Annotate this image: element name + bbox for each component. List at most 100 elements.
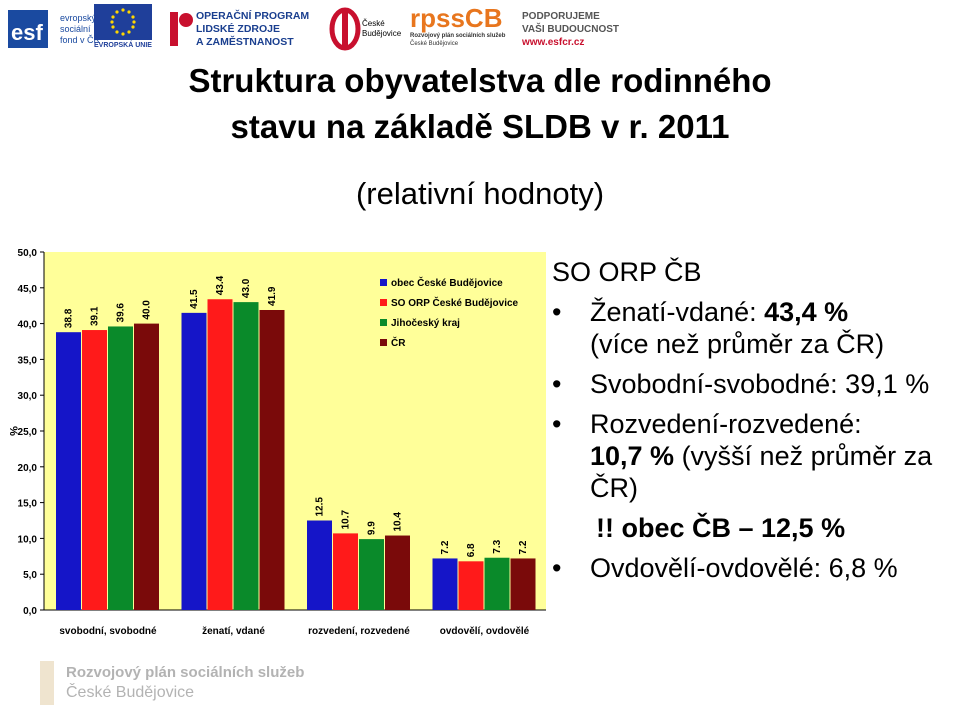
legend-swatch	[380, 319, 387, 326]
bullet-dot-icon: •	[552, 369, 562, 399]
bar	[82, 330, 107, 610]
cb-crest-icon	[329, 7, 361, 51]
support-line-2: VAŠI BUDOUCNOST	[522, 23, 620, 35]
bullet-single: • Svobodní-svobodné: 39,1 %	[552, 368, 960, 400]
chart-svg: 0,0 5,0 10,0 15,0 20,0 25,0 30,0 35,0 40,0 45,0 50…	[7, 248, 546, 637]
data-label: 12.5	[315, 497, 326, 517]
data-label: 41.9	[267, 286, 278, 306]
bullet-married-value: 43,4 %	[764, 297, 849, 327]
bar-chart: 0,0 5,0 10,0 15,0 20,0 25,0 30,0 35,0 40,0 45,0 50…	[0, 240, 552, 650]
x-category-label: rozvedení, rozvedené	[308, 626, 410, 637]
data-label: 43.4	[215, 275, 226, 295]
legend-swatch	[380, 279, 387, 286]
summary-heading: SO ORP ČB	[552, 257, 702, 287]
data-label: 10.7	[341, 509, 352, 529]
y-tick-label: 20,0	[18, 463, 38, 474]
bullet-widowed-text: Ovdovělí-ovdovělé: 6,8 %	[590, 553, 898, 583]
city-divorced-note: !! obec ČB – 12,5 %	[596, 513, 846, 543]
data-label: 6.8	[466, 543, 477, 557]
y-tick-label: 25,0	[18, 427, 38, 438]
y-tick-label: 50,0	[18, 248, 38, 259]
y-axis-label: %	[7, 426, 19, 436]
esf-line-1: evropský	[60, 12, 97, 23]
x-category-label: ovdovělí, ovdovělé	[440, 626, 530, 637]
legend-swatch	[380, 339, 387, 346]
legend-swatch	[380, 299, 387, 306]
rpss-line-2: Rozvojový plán sociálních služeb	[410, 33, 506, 39]
bullet-dot-icon: •	[552, 297, 562, 327]
data-label: 40.0	[142, 300, 153, 320]
footer-line-1: Rozvojový plán sociálních služeb	[66, 664, 305, 681]
rpss-wordmark: rpssCB	[410, 3, 503, 33]
rpss-logo: rpssCB Rozvojový plán sociálních služeb …	[410, 4, 505, 54]
eu-label: EVROPSKÁ UNIE	[94, 42, 152, 49]
bar	[333, 533, 358, 610]
bar	[432, 558, 458, 610]
data-label: 7.3	[492, 539, 503, 553]
legend-label: SO ORP České Budějovice	[391, 296, 519, 309]
bullet-divorced-value: 10,7 %	[590, 441, 675, 471]
svg-text:esf: esf	[11, 20, 43, 45]
op-logo: OPERAČNÍ PROGRAM LIDSKÉ ZDROJE A ZAMĚSTN…	[166, 4, 309, 54]
footer-line-2: České Budějovice	[66, 684, 195, 701]
bar	[233, 302, 259, 610]
y-tick-label: 0,0	[23, 606, 37, 617]
bar	[108, 326, 133, 610]
x-category-label: ženatí, vdané	[202, 626, 265, 637]
y-tick-label: 10,0	[18, 534, 38, 545]
y-tick-label: 15,0	[18, 499, 38, 510]
support-logo: PODPORUJEME VAŠI BUDOUCNOST www.esfcr.cz	[522, 4, 619, 54]
data-label: 7.2	[518, 540, 529, 554]
op-line-3: A ZAMĚSTNANOST	[196, 35, 294, 48]
esf-logo: esf evropský sociální fond v ČR	[6, 4, 100, 54]
bullet-divorced-label: Rozvedení-rozvedené:	[590, 409, 862, 439]
y-tick-label: 5,0	[23, 570, 37, 581]
bar	[359, 539, 384, 610]
summary-panel: SO ORP ČB • Ženatí-vdané: 43,4 % (více n…	[552, 256, 960, 584]
x-category-label: svobodní, svobodné	[59, 626, 157, 637]
bullet-married-label: Ženatí-vdané:	[590, 297, 765, 327]
bar	[510, 558, 536, 610]
esf-line-2: sociální	[60, 23, 91, 34]
bullet-single-text: Svobodní-svobodné: 39,1 %	[590, 369, 930, 399]
bar	[259, 309, 285, 610]
legend-label: Jihočeský kraj	[391, 318, 460, 329]
esf-line-3: fond v ČR	[60, 34, 101, 45]
bullet-dot-icon: •	[552, 409, 562, 439]
y-tick-label: 35,0	[18, 355, 38, 366]
data-label: 7.2	[440, 540, 451, 554]
bar	[385, 535, 410, 610]
eu-flag-icon	[94, 4, 152, 40]
op-line-2: LIDSKÉ ZDROJE	[196, 22, 281, 35]
esf-mark-icon: esf	[8, 10, 48, 48]
bar	[56, 332, 81, 610]
bullet-married: • Ženatí-vdané: 43,4 % (více než průměr …	[552, 296, 960, 360]
y-tick-label: 45,0	[18, 284, 38, 295]
bar	[307, 520, 332, 610]
support-url: www.esfcr.cz	[522, 36, 585, 48]
data-label: 38.8	[64, 308, 75, 328]
data-label: 39.6	[116, 303, 127, 323]
slide-title-line-1: Struktura obyvatelstva dle rodinného	[188, 62, 772, 99]
data-label: 39.1	[90, 306, 101, 326]
bullet-divorced-note: (vyšší než průměr za ČR)	[590, 441, 933, 503]
bullet-widowed: • Ovdovělí-ovdovělé: 6,8 %	[552, 552, 960, 584]
footer-bar-icon	[40, 661, 54, 705]
cb-line-1: České	[362, 19, 385, 28]
rpss-line-3: České Budějovice	[410, 41, 459, 47]
legend-label: ČR	[391, 336, 406, 349]
op-mark-icon	[170, 12, 193, 46]
slide-title-line-2: stavu na základě SLDB v r. 2011	[230, 108, 730, 145]
logo-strip: esf evropský sociální fond v ČR EVROPSKÁ…	[0, 0, 960, 58]
data-label: 9.9	[367, 521, 378, 535]
bar	[484, 557, 510, 610]
support-line-1: PODPORUJEME	[522, 10, 600, 22]
cb-line-2: Budějovice	[362, 29, 402, 38]
bullet-divorced: • Rozvedení-rozvedené: 10,7 % (vyšší než…	[552, 408, 960, 504]
data-label: 43.0	[241, 278, 252, 298]
bar	[458, 561, 484, 610]
bar	[207, 299, 233, 610]
data-label: 10.4	[393, 512, 404, 532]
slide-subtitle: (relativní hodnoty)	[355, 176, 605, 211]
bullet-dot-icon: •	[552, 553, 562, 583]
